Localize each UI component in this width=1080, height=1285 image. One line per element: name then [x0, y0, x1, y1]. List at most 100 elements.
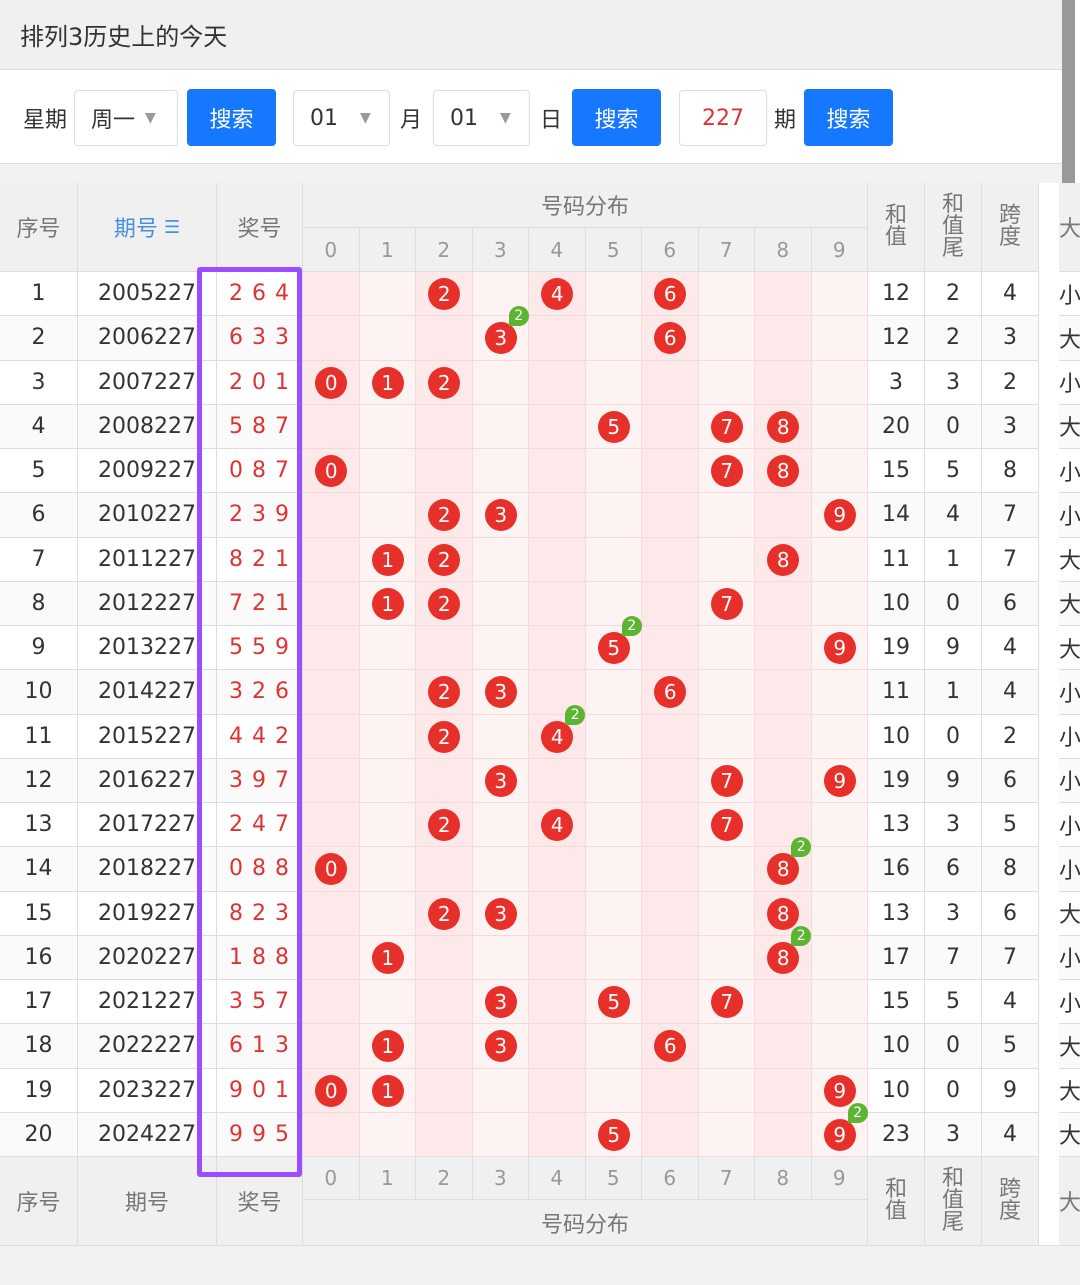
dist-cell — [359, 1112, 416, 1157]
row-sum: 10 — [868, 581, 925, 626]
dist-cell — [359, 493, 416, 538]
dist-cell — [698, 316, 755, 361]
ball: 9 — [823, 764, 856, 797]
header-text: 和值尾 — [941, 1166, 964, 1235]
dist-cell — [755, 1112, 812, 1157]
dist-cell — [529, 1068, 586, 1113]
row-prize: 9 0 1 — [217, 1068, 303, 1113]
row-size: 小 — [1059, 980, 1080, 1025]
ball: 6 — [654, 278, 687, 311]
ball: 2 — [428, 897, 461, 930]
repeat-badge: 2 — [508, 306, 529, 327]
row-issue: 2021227 — [78, 980, 217, 1025]
ball: 5 — [597, 986, 630, 1019]
ball: 6 — [654, 1030, 687, 1063]
dist-cell — [359, 980, 416, 1025]
dist-cell — [529, 1024, 586, 1069]
row-issue: 2019227 — [78, 891, 217, 936]
dist-cell — [811, 670, 868, 715]
row-no: 18 — [0, 1024, 78, 1069]
dist-cell — [472, 935, 529, 980]
dist-cell — [472, 404, 529, 449]
dist-cell — [585, 1024, 642, 1069]
row-prize: 5 8 7 — [217, 404, 303, 449]
dist-cell — [755, 272, 812, 317]
dist-cell — [529, 360, 586, 405]
row-prize: 2 4 7 — [217, 803, 303, 848]
ball: 3 — [484, 897, 517, 930]
ball: 2 — [428, 499, 461, 532]
weekday-select[interactable]: 周一 ▼ — [74, 90, 178, 146]
row-size: 大 — [1059, 1112, 1080, 1157]
row-prize: 3 9 7 — [217, 758, 303, 803]
row-tail: 0 — [925, 581, 982, 626]
row-sum: 16 — [868, 847, 925, 892]
dist-cell — [303, 1024, 360, 1069]
dist-cell — [303, 626, 360, 671]
dist-cell — [416, 847, 473, 892]
dist-cell — [755, 581, 812, 626]
dist-cell — [811, 803, 868, 848]
dist-cell — [359, 847, 416, 892]
digit-header: 0 — [303, 228, 360, 272]
row-span: 6 — [982, 758, 1039, 803]
dist-cell — [529, 537, 586, 582]
ball: 0 — [315, 455, 348, 488]
row-issue: 2013227 — [78, 626, 217, 671]
row-span: 9 — [982, 1068, 1039, 1113]
dist-cell — [698, 935, 755, 980]
dist-cell — [585, 935, 642, 980]
dist-cell — [359, 272, 416, 317]
dist-cell — [359, 626, 416, 671]
digit-header: 5 — [585, 228, 642, 272]
row-tail: 0 — [925, 1068, 982, 1113]
dist-cell — [585, 360, 642, 405]
dist-cell — [472, 449, 529, 494]
dist-cell — [529, 1112, 586, 1157]
row-no: 8 — [0, 581, 78, 626]
row-tail: 7 — [925, 935, 982, 980]
row-tail: 3 — [925, 360, 982, 405]
ball: 1 — [371, 587, 404, 620]
row-issue: 2006227 — [78, 316, 217, 361]
row-sum: 19 — [868, 626, 925, 671]
row-sum: 12 — [868, 272, 925, 317]
dist-cell — [416, 980, 473, 1025]
row-issue: 2014227 — [78, 670, 217, 715]
month-select[interactable]: 01 ▼ — [293, 90, 390, 146]
ball: 9 — [823, 1074, 856, 1107]
digit-header: 2 — [416, 228, 473, 272]
row-span: 4 — [982, 626, 1039, 671]
search-button[interactable]: 搜索 — [572, 89, 661, 146]
dist-cell — [472, 581, 529, 626]
row-span: 3 — [982, 404, 1039, 449]
dist-cell — [529, 316, 586, 361]
search-button[interactable]: 搜索 — [804, 89, 893, 146]
row-span: 8 — [982, 847, 1039, 892]
row-sum: 15 — [868, 980, 925, 1025]
row-prize: 0 8 7 — [217, 449, 303, 494]
row-sum: 14 — [868, 493, 925, 538]
row-size: 大 — [1059, 404, 1080, 449]
dist-cell — [698, 670, 755, 715]
day-select[interactable]: 01 ▼ — [433, 90, 530, 146]
row-span: 3 — [982, 316, 1039, 361]
row-prize: 1 8 8 — [217, 935, 303, 980]
ball: 9 — [823, 499, 856, 532]
header-text: 期号 — [124, 1191, 169, 1216]
ball: 4 — [541, 720, 574, 753]
issue-input[interactable]: 227 — [679, 90, 767, 146]
row-no: 4 — [0, 404, 78, 449]
digit-header: 1 — [359, 228, 416, 272]
sort-icon[interactable]: ☰ — [163, 216, 181, 238]
search-button[interactable]: 搜索 — [187, 89, 276, 146]
row-sum: 20 — [868, 404, 925, 449]
row-sum: 13 — [868, 803, 925, 848]
dist-cell — [811, 581, 868, 626]
weekday-label: 星期 — [22, 108, 67, 133]
row-tail: 4 — [925, 493, 982, 538]
dist-cell — [585, 493, 642, 538]
header-text[interactable]: 期号 — [113, 217, 158, 242]
dist-cell — [585, 803, 642, 848]
dist-cell — [585, 891, 642, 936]
